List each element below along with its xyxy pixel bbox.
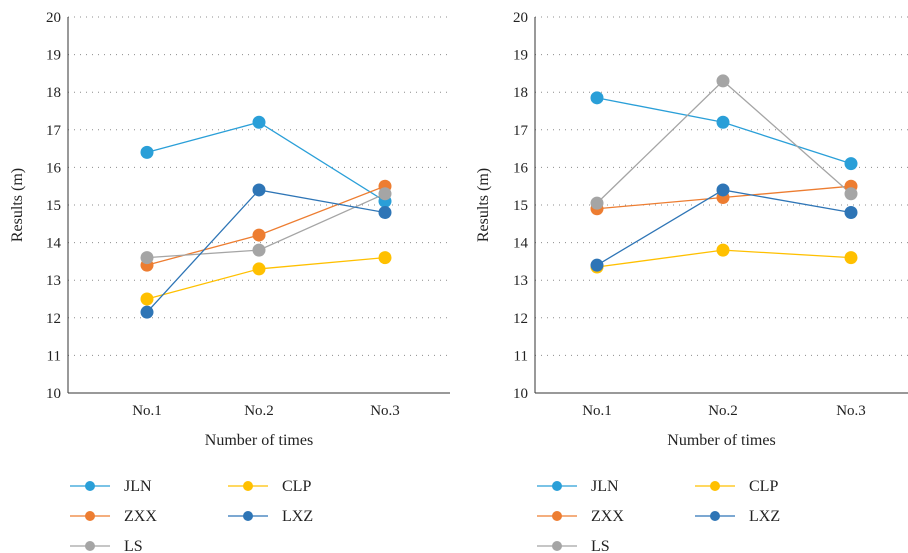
legend-marker-ls xyxy=(552,541,562,551)
data-point-ls xyxy=(844,187,858,201)
series-line-zxx xyxy=(146,185,386,266)
y-tick-label: 13 xyxy=(46,273,61,289)
data-point-ls xyxy=(140,251,154,265)
data-point-lxz xyxy=(590,258,604,272)
data-point-ls xyxy=(378,187,392,201)
y-tick-label: 12 xyxy=(513,311,528,327)
series-line-jln xyxy=(146,121,386,202)
x-tick-label: No.1 xyxy=(582,403,612,419)
y-tick-label: 15 xyxy=(513,198,528,214)
legend-label-zxx: ZXX xyxy=(591,508,624,525)
data-point-lxz xyxy=(844,206,858,220)
legend-marker-clp xyxy=(710,481,720,491)
y-tick-label: 14 xyxy=(513,236,529,252)
data-point-clp xyxy=(252,262,266,276)
x-tick-label: No.3 xyxy=(370,403,400,419)
data-point-jln xyxy=(252,115,266,129)
legend-label-lxz: LXZ xyxy=(282,508,313,525)
legend-label-clp: CLP xyxy=(749,478,778,495)
data-point-zxx xyxy=(252,228,266,242)
legend-marker-jln xyxy=(85,481,95,491)
y-tick-label: 10 xyxy=(46,386,61,402)
y-tick-label: 15 xyxy=(46,198,61,214)
y-tick-label: 19 xyxy=(46,48,61,64)
y-tick-label: 16 xyxy=(513,160,529,176)
data-point-ls xyxy=(252,243,266,257)
y-axis-label: Results (m) xyxy=(9,168,26,242)
legend-marker-lxz xyxy=(710,511,720,521)
data-point-jln xyxy=(844,157,858,171)
legend-label-clp: CLP xyxy=(282,478,311,495)
data-point-ls xyxy=(716,74,730,88)
y-tick-label: 17 xyxy=(513,123,529,139)
y-tick-label: 11 xyxy=(514,348,528,364)
x-axis-label: Number of times xyxy=(667,432,775,449)
y-tick-label: 14 xyxy=(46,236,62,252)
data-point-ls xyxy=(590,196,604,210)
data-point-clp xyxy=(378,251,392,265)
series-line-ls xyxy=(146,193,386,259)
data-point-lxz xyxy=(716,183,730,197)
y-tick-label: 18 xyxy=(46,85,61,101)
y-tick-label: 19 xyxy=(513,48,528,64)
y-tick-label: 13 xyxy=(513,273,528,289)
series-line-lxz xyxy=(146,189,386,313)
data-point-lxz xyxy=(252,183,266,197)
x-axis-label: Number of times xyxy=(205,432,313,449)
y-tick-label: 11 xyxy=(47,348,61,364)
legend-marker-zxx xyxy=(552,511,562,521)
data-point-clp xyxy=(716,243,730,257)
y-tick-label: 16 xyxy=(46,160,62,176)
legend-label-ls: LS xyxy=(124,538,143,553)
y-tick-label: 20 xyxy=(513,10,528,26)
y-tick-label: 12 xyxy=(46,311,61,327)
data-point-jln xyxy=(140,145,154,159)
legend-label-zxx: ZXX xyxy=(124,508,157,525)
x-tick-label: No.1 xyxy=(132,403,162,419)
legend-marker-jln xyxy=(552,481,562,491)
legend-label-jln: JLN xyxy=(124,478,152,495)
legend-label-ls: LS xyxy=(591,538,610,553)
x-tick-label: No.2 xyxy=(708,403,738,419)
legend-marker-ls xyxy=(85,541,95,551)
y-tick-label: 18 xyxy=(513,85,528,101)
legend-marker-clp xyxy=(243,481,253,491)
series-line-jln xyxy=(596,97,852,165)
x-tick-label: No.2 xyxy=(244,403,274,419)
series-line-clp xyxy=(146,256,386,300)
data-point-lxz xyxy=(140,305,154,319)
legend-label-lxz: LXZ xyxy=(749,508,780,525)
legend-marker-zxx xyxy=(85,511,95,521)
data-point-clp xyxy=(140,292,154,306)
data-point-jln xyxy=(590,91,604,105)
y-tick-label: 20 xyxy=(46,10,61,26)
legend-label-jln: JLN xyxy=(591,478,619,495)
data-point-lxz xyxy=(378,206,392,220)
y-tick-label: 17 xyxy=(46,123,62,139)
y-tick-label: 10 xyxy=(513,386,528,402)
data-point-clp xyxy=(844,251,858,265)
data-point-jln xyxy=(716,115,730,129)
x-tick-label: No.3 xyxy=(836,403,866,419)
y-axis-label: Results (m) xyxy=(475,168,492,242)
legend-marker-lxz xyxy=(243,511,253,521)
